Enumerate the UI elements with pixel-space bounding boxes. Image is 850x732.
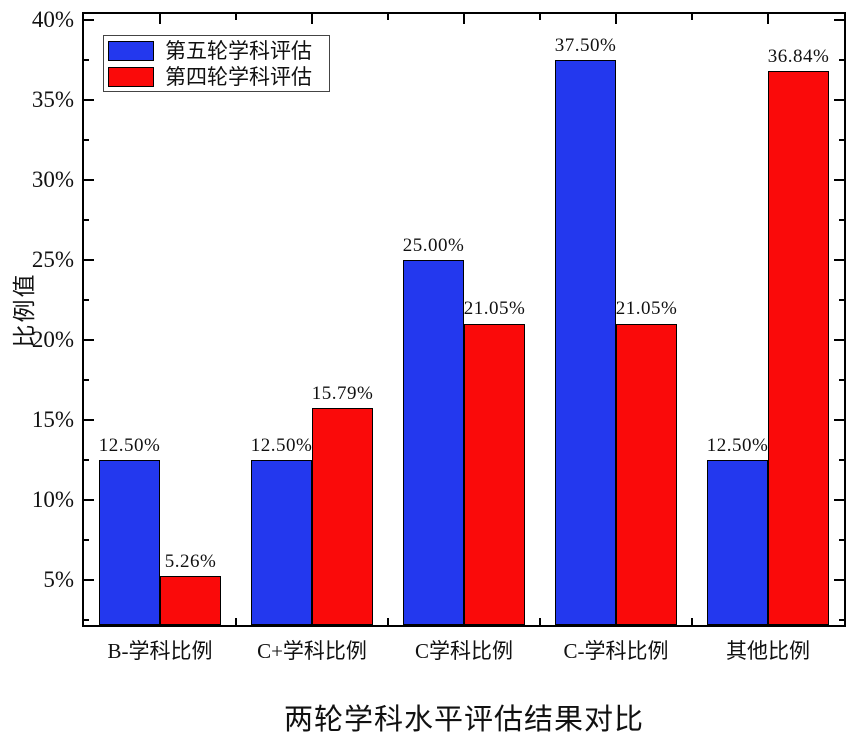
y-major-tick-right — [834, 179, 844, 182]
y-minor-tick-right — [839, 299, 844, 302]
bar-value-label: 12.50% — [250, 435, 313, 457]
legend-row-round5: 第五轮学科评估 — [104, 38, 329, 64]
y-major-tick-left — [84, 339, 94, 342]
y-tick-label: 10% — [31, 487, 74, 513]
legend: 第五轮学科评估 第四轮学科评估 — [103, 35, 330, 92]
bar-value-label: 15.79% — [311, 382, 374, 404]
bar-round5 — [707, 460, 768, 625]
x-minor-tick-bottom — [539, 618, 541, 625]
x-category-label: C+学科比例 — [257, 639, 367, 663]
y-major-tick-right — [834, 499, 844, 502]
legend-label-round4: 第四轮学科评估 — [165, 64, 312, 89]
y-minor-tick-right — [839, 619, 844, 622]
y-tick-label: 40% — [31, 7, 74, 33]
y-major-tick-right — [834, 339, 844, 342]
y-major-tick-right — [834, 419, 844, 422]
x-minor-tick-bottom — [691, 618, 693, 625]
y-tick-label: 35% — [31, 87, 74, 113]
y-minor-tick-right — [839, 459, 844, 462]
bar-value-label: 36.84% — [767, 45, 830, 67]
y-major-tick-left — [84, 259, 94, 262]
x-minor-tick-top — [539, 14, 541, 20]
legend-swatch-red — [108, 66, 154, 87]
bar-value-label: 21.05% — [615, 298, 678, 320]
y-minor-tick-right — [839, 219, 844, 222]
legend-label-round5: 第五轮学科评估 — [165, 38, 312, 63]
y-tick-label: 30% — [31, 167, 74, 193]
bar-round5 — [99, 460, 160, 625]
bar-round5 — [403, 260, 464, 625]
y-minor-tick-left — [84, 219, 89, 222]
legend-row-round4: 第四轮学科评估 — [104, 64, 329, 90]
bar-round4 — [160, 576, 221, 625]
bar-round5 — [555, 60, 616, 625]
bar-value-label: 12.50% — [706, 435, 769, 457]
y-minor-tick-right — [839, 139, 844, 142]
x-category-label: C-学科比例 — [563, 639, 669, 663]
y-major-tick-left — [84, 19, 94, 22]
y-tick-label: 20% — [31, 327, 74, 353]
y-major-tick-right — [834, 579, 844, 582]
y-major-tick-right — [834, 99, 844, 102]
bar-value-label: 12.50% — [98, 435, 161, 457]
y-major-tick-left — [84, 499, 94, 502]
y-tick-label: 5% — [43, 567, 74, 593]
y-minor-tick-left — [84, 379, 89, 382]
x-minor-tick-bottom — [235, 618, 237, 625]
y-tick-label: 15% — [31, 407, 74, 433]
y-minor-tick-right — [839, 59, 844, 62]
y-minor-tick-right — [839, 539, 844, 542]
y-minor-tick-left — [84, 299, 89, 302]
x-minor-tick-top — [691, 14, 693, 20]
x-major-tick-top — [463, 14, 465, 24]
y-major-tick-left — [84, 579, 94, 582]
x-minor-tick-top — [235, 14, 237, 20]
x-major-tick-top — [615, 14, 617, 24]
x-minor-tick-bottom — [387, 618, 389, 625]
y-minor-tick-left — [84, 139, 89, 142]
y-tick-label: 25% — [31, 247, 74, 273]
x-category-label: C学科比例 — [414, 639, 513, 663]
bar-round4 — [616, 323, 677, 625]
bar-value-label: 37.50% — [554, 35, 617, 57]
bar-value-label: 5.26% — [164, 551, 217, 573]
bar-round4 — [768, 70, 829, 625]
bar-value-label: 21.05% — [463, 298, 526, 320]
chart-title: 两轮学科水平评估结果对比 — [283, 704, 644, 732]
x-major-tick-top — [767, 14, 769, 24]
y-major-tick-right — [834, 19, 844, 22]
y-major-tick-left — [84, 99, 94, 102]
plot-area: 12.50% 5.26% 12.50% 15.79% 25.00% 21.05% 37.50… — [82, 12, 846, 627]
legend-swatch-blue — [108, 40, 154, 61]
x-minor-tick-top — [387, 14, 389, 20]
y-minor-tick-left — [84, 539, 89, 542]
y-major-tick-right — [834, 259, 844, 262]
y-minor-tick-left — [84, 619, 89, 622]
x-major-tick-top — [311, 14, 313, 24]
x-major-tick-top — [159, 14, 161, 24]
x-category-label: B-学科比例 — [107, 639, 213, 663]
bar-round4 — [464, 323, 525, 625]
y-minor-tick-left — [84, 459, 89, 462]
bar-round4 — [312, 407, 373, 625]
x-category-label: 其他比例 — [726, 639, 810, 663]
y-major-tick-left — [84, 419, 94, 422]
bar-value-label: 25.00% — [402, 235, 465, 257]
bar-round5 — [251, 460, 312, 625]
y-minor-tick-left — [84, 59, 89, 62]
y-major-tick-left — [84, 179, 94, 182]
y-minor-tick-right — [839, 379, 844, 382]
